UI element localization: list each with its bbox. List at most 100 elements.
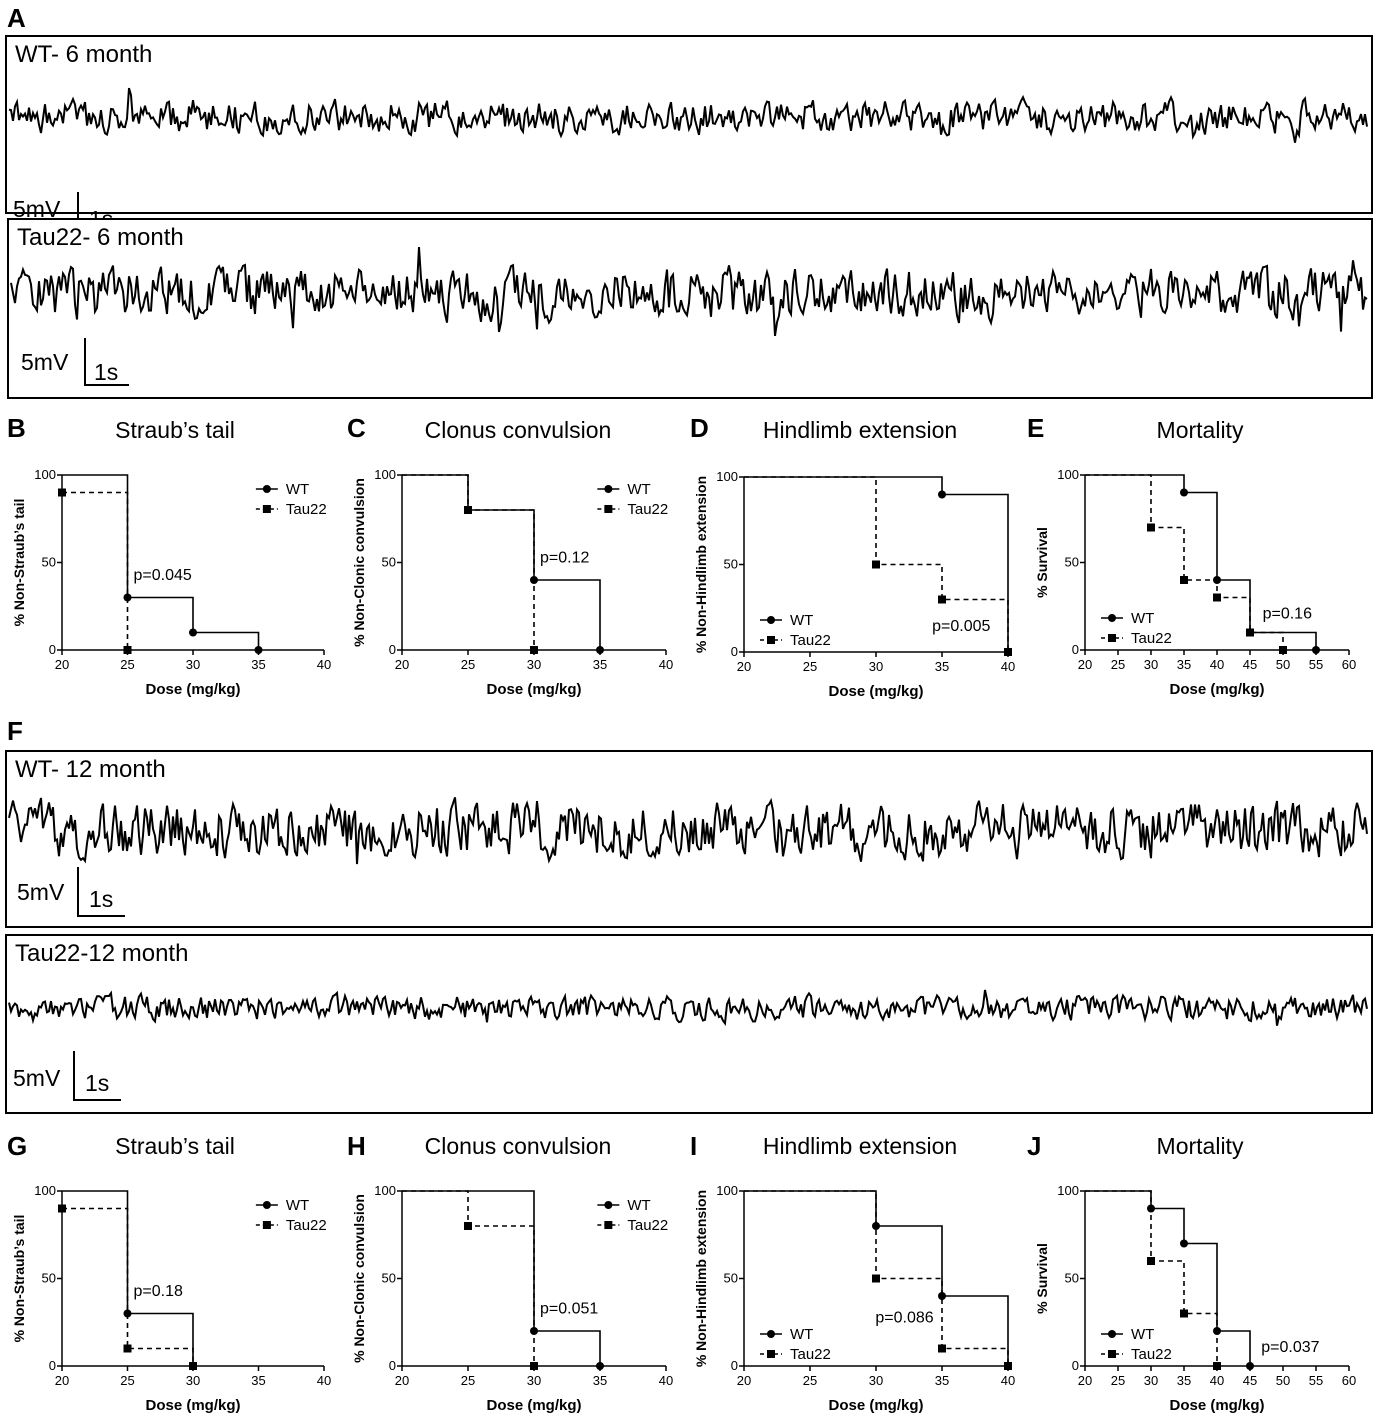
x-axis-label: Dose (mg/kg) <box>145 1397 240 1414</box>
x-tick-label: 50 <box>1276 1373 1290 1388</box>
legend-marker <box>1108 614 1116 622</box>
eeg-trace-wt-12-month <box>8 797 1368 865</box>
legend-label: WT <box>627 1197 650 1214</box>
x-tick-label: 35 <box>251 1373 265 1388</box>
legend-label: WT <box>1131 610 1154 627</box>
data-point-tau22 <box>464 1222 472 1230</box>
x-tick-label: 60 <box>1342 1373 1356 1388</box>
y-axis-label: % Non-Hindlimb extension <box>693 476 709 653</box>
data-point-tau22 <box>58 1204 66 1213</box>
eeg-label: WT- 6 month <box>15 41 153 68</box>
series-line-wt <box>1085 1190 1251 1366</box>
x-axis-label: Dose (mg/kg) <box>828 1397 923 1414</box>
data-point-tau22 <box>1147 523 1155 532</box>
legend-label: Tau22 <box>627 1217 668 1234</box>
legend-label: WT <box>790 612 813 629</box>
scale-voltage-label: 5mV <box>21 349 69 375</box>
x-tick-label: 25 <box>1111 1373 1125 1388</box>
scale-time-label: 1s <box>94 359 119 385</box>
data-point-wt <box>1246 1362 1254 1370</box>
scale-voltage-label: 5mV <box>13 1065 61 1091</box>
y-tick-label: 0 <box>49 642 56 657</box>
panel-letter-d: D <box>690 413 709 443</box>
data-point-wt <box>596 646 604 654</box>
x-tick-label: 25 <box>461 1373 475 1388</box>
data-point-wt <box>1312 646 1320 654</box>
legend-marker <box>262 1201 271 1209</box>
x-tick-label: 20 <box>395 1373 409 1388</box>
y-tick-label: 0 <box>731 644 738 659</box>
legend-marker <box>262 1221 271 1229</box>
scale-voltage-label: 5mV <box>13 196 61 222</box>
legend-marker <box>604 485 613 493</box>
data-point-tau22 <box>1180 1309 1188 1318</box>
data-point-wt <box>189 628 197 637</box>
eeg-panel-wt-12-month: WT- 12 month 5mV 1s <box>5 750 1373 928</box>
x-axis-label: Dose (mg/kg) <box>145 681 240 698</box>
chart-title-g: Straub’s tail <box>115 1133 235 1159</box>
data-point-wt <box>123 593 132 602</box>
legend-marker <box>262 485 271 493</box>
x-axis-label: Dose (mg/kg) <box>1169 681 1264 698</box>
x-tick-label: 20 <box>1078 1373 1092 1388</box>
x-tick-label: 30 <box>869 659 883 674</box>
x-tick-label: 30 <box>527 1373 541 1388</box>
legend-marker <box>262 505 271 513</box>
x-tick-label: 20 <box>55 1373 69 1388</box>
y-tick-label: 50 <box>724 557 738 572</box>
x-tick-label: 25 <box>461 657 475 672</box>
eeg-label: WT- 12 month <box>15 756 166 783</box>
x-tick-label: 30 <box>869 1373 883 1388</box>
data-point-tau22 <box>1213 1362 1221 1370</box>
y-tick-label: 0 <box>389 642 396 657</box>
legend-label: WT <box>286 1197 309 1214</box>
x-tick-label: 35 <box>935 1373 949 1388</box>
y-tick-label: 50 <box>382 555 396 570</box>
eeg-waveform <box>8 87 1368 143</box>
x-tick-label: 50 <box>1276 657 1290 672</box>
chart-title-e: Mortality <box>1156 417 1244 443</box>
legend-marker <box>767 616 775 624</box>
x-tick-label: 40 <box>659 657 673 672</box>
x-tick-label: 40 <box>317 1373 331 1388</box>
data-point-wt <box>938 490 946 499</box>
y-tick-label: 0 <box>1072 642 1079 657</box>
eeg-waveform <box>10 247 1368 337</box>
data-point-tau22 <box>123 1344 132 1353</box>
data-point-tau22 <box>872 1274 880 1283</box>
scale-time-label: 1s <box>89 886 114 912</box>
p-value-annotation: p=0.051 <box>540 1301 598 1318</box>
y-tick-label: 50 <box>1065 555 1079 570</box>
data-point-tau22 <box>872 560 880 569</box>
scale-voltage-label: 5mV <box>17 879 65 905</box>
x-tick-label: 30 <box>186 657 200 672</box>
eeg-panel-tau22-12-month: Tau22-12 month 5mV 1s <box>5 934 1373 1114</box>
y-tick-label: 100 <box>374 467 396 482</box>
x-tick-label: 30 <box>1144 1373 1158 1388</box>
p-value-annotation: p=0.086 <box>875 1309 933 1326</box>
eeg-waveform <box>8 989 1368 1026</box>
data-point-wt <box>1180 1239 1188 1248</box>
legend-label: WT <box>1131 1326 1154 1343</box>
data-point-wt <box>254 646 263 654</box>
x-tick-label: 45 <box>1243 657 1257 672</box>
legend-label: WT <box>286 481 309 498</box>
eeg-panel-tau22-6-month: Tau22- 6 month 5mV 1s <box>7 218 1373 399</box>
y-tick-label: 100 <box>1057 1183 1079 1198</box>
x-tick-label: 25 <box>1111 657 1125 672</box>
y-tick-label: 50 <box>382 1271 396 1286</box>
legend-marker <box>767 1330 775 1338</box>
chart-title-h: Clonus convulsion <box>424 1133 612 1159</box>
eeg-label: Tau22-12 month <box>15 940 189 967</box>
legend-marker <box>767 636 775 644</box>
series-line-wt <box>744 1190 1009 1366</box>
data-point-tau22 <box>1180 576 1188 584</box>
data-point-tau22 <box>123 646 132 654</box>
y-axis-label: % Non-Hindlimb extension <box>693 1190 709 1367</box>
y-axis-label: % Non-Clonic convulsion <box>351 1194 367 1363</box>
eeg-trace-wt-6-month <box>8 87 1368 143</box>
x-tick-label: 35 <box>593 657 607 672</box>
data-point-tau22 <box>1213 593 1221 602</box>
data-point-tau22 <box>1246 628 1254 637</box>
series-line-tau22 <box>1085 1190 1218 1366</box>
